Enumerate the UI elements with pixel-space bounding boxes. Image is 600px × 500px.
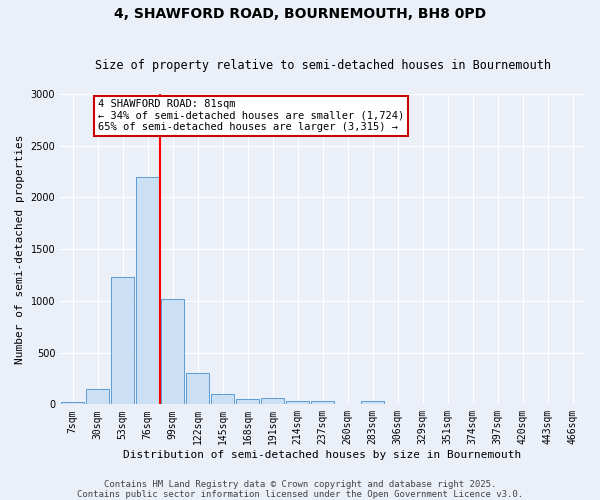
Bar [136, 177, 159, 404]
Bar [361, 401, 384, 404]
Bar [211, 394, 234, 404]
Bar [286, 400, 309, 404]
X-axis label: Distribution of semi-detached houses by size in Bournemouth: Distribution of semi-detached houses by … [124, 450, 522, 460]
Bar [187, 374, 209, 404]
Text: 4 SHAWFORD ROAD: 81sqm
← 34% of semi-detached houses are smaller (1,724)
65% of : 4 SHAWFORD ROAD: 81sqm ← 34% of semi-det… [98, 99, 404, 132]
Text: Contains HM Land Registry data © Crown copyright and database right 2025.
Contai: Contains HM Land Registry data © Crown c… [77, 480, 523, 499]
Bar [61, 402, 84, 404]
Bar [112, 277, 134, 404]
Bar [311, 401, 334, 404]
Text: 4, SHAWFORD ROAD, BOURNEMOUTH, BH8 0PD: 4, SHAWFORD ROAD, BOURNEMOUTH, BH8 0PD [114, 8, 486, 22]
Bar [262, 398, 284, 404]
Bar [161, 299, 184, 405]
Bar [86, 389, 109, 404]
Y-axis label: Number of semi-detached properties: Number of semi-detached properties [15, 134, 25, 364]
Title: Size of property relative to semi-detached houses in Bournemouth: Size of property relative to semi-detach… [95, 59, 551, 72]
Bar [236, 398, 259, 404]
